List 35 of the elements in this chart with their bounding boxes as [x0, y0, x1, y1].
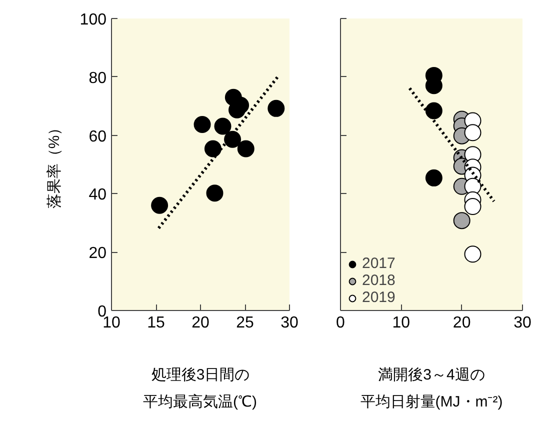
- point: [464, 246, 482, 263]
- y-tick-label: 20: [88, 245, 107, 262]
- y-tick-label: 80: [88, 70, 107, 87]
- point: [194, 116, 211, 133]
- point: [204, 140, 222, 158]
- point: [206, 184, 224, 202]
- x-axis-title: 処理後3日間の: [151, 366, 250, 384]
- x-tick-label: 0: [336, 314, 346, 332]
- x-tick-label: 25: [236, 314, 254, 332]
- y-axis-title: 落果率（%）: [46, 120, 63, 209]
- y-tick-label: 60: [88, 128, 107, 146]
- x-tick-label: 10: [392, 314, 410, 332]
- legend-label: 2018: [362, 272, 396, 289]
- x-tick-label: 30: [280, 314, 298, 332]
- x-tick-label: 30: [514, 314, 532, 332]
- point: [464, 124, 482, 142]
- point: [224, 130, 242, 148]
- point: [425, 102, 442, 120]
- point: [151, 196, 168, 214]
- legend-label: 2019: [362, 289, 396, 306]
- text: 平均最高気温(℃): [143, 394, 258, 410]
- legend-label: 2017: [362, 255, 396, 272]
- x-tick-label: 20: [452, 314, 471, 332]
- point: [237, 140, 254, 158]
- x-tick-label: 20: [192, 314, 210, 332]
- y-tick-label: 100: [80, 12, 107, 28]
- point: [214, 118, 232, 135]
- y-tick-label: 40: [88, 186, 107, 204]
- x-axis-title: 満開後3～4週の: [378, 366, 485, 384]
- point: [268, 100, 285, 117]
- point: [453, 212, 470, 230]
- point: [464, 198, 482, 216]
- text: 平均日射量(MJ・m⁻²): [360, 394, 503, 410]
- point: [425, 169, 442, 186]
- x-tick-label: 15: [147, 314, 165, 332]
